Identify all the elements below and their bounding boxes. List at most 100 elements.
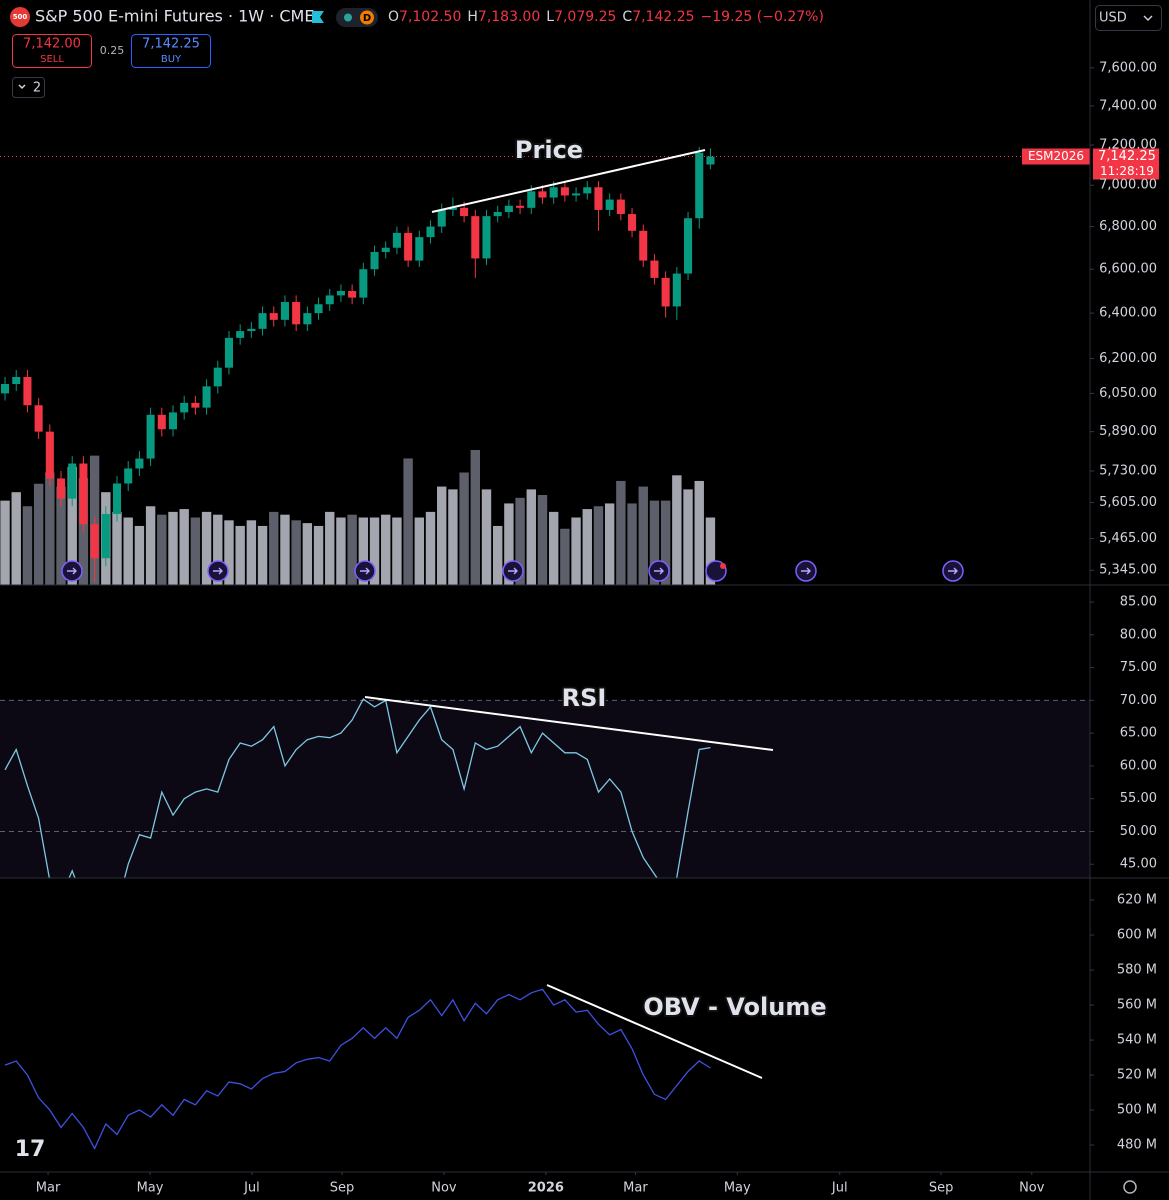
candle-body xyxy=(303,313,312,325)
volume-bar xyxy=(649,500,660,585)
candle-body xyxy=(348,291,357,298)
candle-body xyxy=(672,273,681,307)
symbol-tag-text: ESM2026 xyxy=(1028,149,1084,163)
volume-bar xyxy=(526,489,536,585)
candle-body xyxy=(392,232,401,248)
x-tick-label: Nov xyxy=(431,1181,457,1196)
candle-body xyxy=(90,524,99,559)
x-tick-label: 2026 xyxy=(528,1181,564,1196)
candle-body xyxy=(68,463,77,499)
indicator-line xyxy=(4,988,711,1150)
volume-bar xyxy=(459,472,469,585)
symbol-title[interactable]: S&P 500 E-mini Futures · 1W · CME xyxy=(35,7,314,26)
candle-body xyxy=(504,205,513,212)
volume-bar xyxy=(414,517,425,585)
volume-bar xyxy=(582,509,592,585)
candle-body xyxy=(213,367,222,387)
y-tick-label: 6,600.00 xyxy=(1099,262,1157,277)
y-tick-label: 7,400.00 xyxy=(1099,98,1157,113)
candle-body xyxy=(258,313,267,329)
currency-select[interactable] xyxy=(1095,5,1162,31)
volume-bar xyxy=(683,489,693,585)
candle-body xyxy=(269,313,278,320)
volume-bar xyxy=(145,506,156,585)
candle-body xyxy=(191,402,200,408)
volume-bar xyxy=(470,450,481,585)
candle-body xyxy=(415,237,424,261)
candle-body xyxy=(168,412,178,430)
price-tag xyxy=(1093,148,1159,180)
annotation: OBV - Volume xyxy=(643,993,826,1021)
volume-bar xyxy=(392,517,402,585)
y-tick-label: 45.00 xyxy=(1120,857,1157,872)
volume-bar xyxy=(347,514,357,585)
indicator-line xyxy=(4,698,711,878)
volume-bar xyxy=(291,520,301,585)
candle-body xyxy=(12,376,21,384)
volume-bar xyxy=(604,503,615,585)
ohlc-value: 7,142.25 xyxy=(632,9,694,25)
candle-body xyxy=(482,216,491,259)
event-icon xyxy=(67,567,77,575)
buy-button[interactable] xyxy=(131,34,211,68)
volume-bar xyxy=(302,523,313,585)
candle-body xyxy=(695,152,704,219)
trend-line xyxy=(364,696,774,751)
volume-bar xyxy=(616,480,626,585)
pane xyxy=(0,698,1090,878)
trend-line xyxy=(546,984,763,1079)
ohlc-change: −19.25 (−0.27%) xyxy=(701,9,824,25)
volume-bar xyxy=(627,503,637,585)
candle-body xyxy=(516,205,525,208)
pane xyxy=(4,988,711,1150)
symbol-logo[interactable] xyxy=(10,7,30,27)
flag-icon[interactable] xyxy=(312,11,324,23)
y-tick-label: 520 M xyxy=(1117,1068,1157,1083)
y-tick-label: 600 M xyxy=(1117,928,1157,943)
layers-toggle[interactable] xyxy=(12,77,45,98)
price-tag-countdown: 11:28:19 xyxy=(1100,164,1154,178)
candle-body xyxy=(359,269,368,298)
sell-button[interactable] xyxy=(12,34,92,68)
volume-bar xyxy=(548,511,559,585)
candle-body xyxy=(437,209,446,227)
rsi-band xyxy=(0,700,1090,878)
volume-bar xyxy=(112,511,122,585)
ohlc-key: O xyxy=(388,9,399,25)
y-tick-label: 500 M xyxy=(1117,1103,1157,1118)
candle-body xyxy=(370,252,379,270)
volume-bar xyxy=(403,458,413,585)
candle-body xyxy=(661,277,670,307)
candle-body xyxy=(650,260,659,278)
candle-body xyxy=(202,386,211,408)
candle-body xyxy=(381,247,390,253)
event-icon xyxy=(654,567,664,575)
volume-bar xyxy=(56,486,66,585)
candle-body xyxy=(493,211,502,217)
y-tick-label: 560 M xyxy=(1117,998,1157,1013)
candle-body xyxy=(549,187,558,198)
buy-label: BUY xyxy=(161,54,182,65)
volume-bar xyxy=(201,511,212,585)
volume-bar xyxy=(448,489,458,585)
candle-body xyxy=(594,187,603,210)
ohlc-value: 7,079.25 xyxy=(554,9,616,25)
x-tick-label: Mar xyxy=(36,1181,61,1196)
trend-line xyxy=(431,149,706,213)
volume-bar xyxy=(571,517,581,585)
candle-body xyxy=(292,302,301,325)
event-dot xyxy=(720,563,726,569)
event-icon xyxy=(801,567,811,575)
brand-logo: 17 xyxy=(15,1137,46,1162)
y-tick-label: 50.00 xyxy=(1120,824,1157,839)
ohlc-key: H xyxy=(467,9,478,25)
x-tick-label: May xyxy=(724,1181,751,1196)
settings-icon[interactable] xyxy=(1123,1180,1137,1194)
volume-bar xyxy=(504,503,514,585)
candle-body xyxy=(639,230,648,261)
ohlc-key: L xyxy=(546,9,554,25)
event-icon xyxy=(360,567,370,575)
y-tick-label: 60.00 xyxy=(1120,758,1157,773)
y-tick-label: 5,605.00 xyxy=(1099,495,1157,510)
volume-bar xyxy=(672,475,682,585)
